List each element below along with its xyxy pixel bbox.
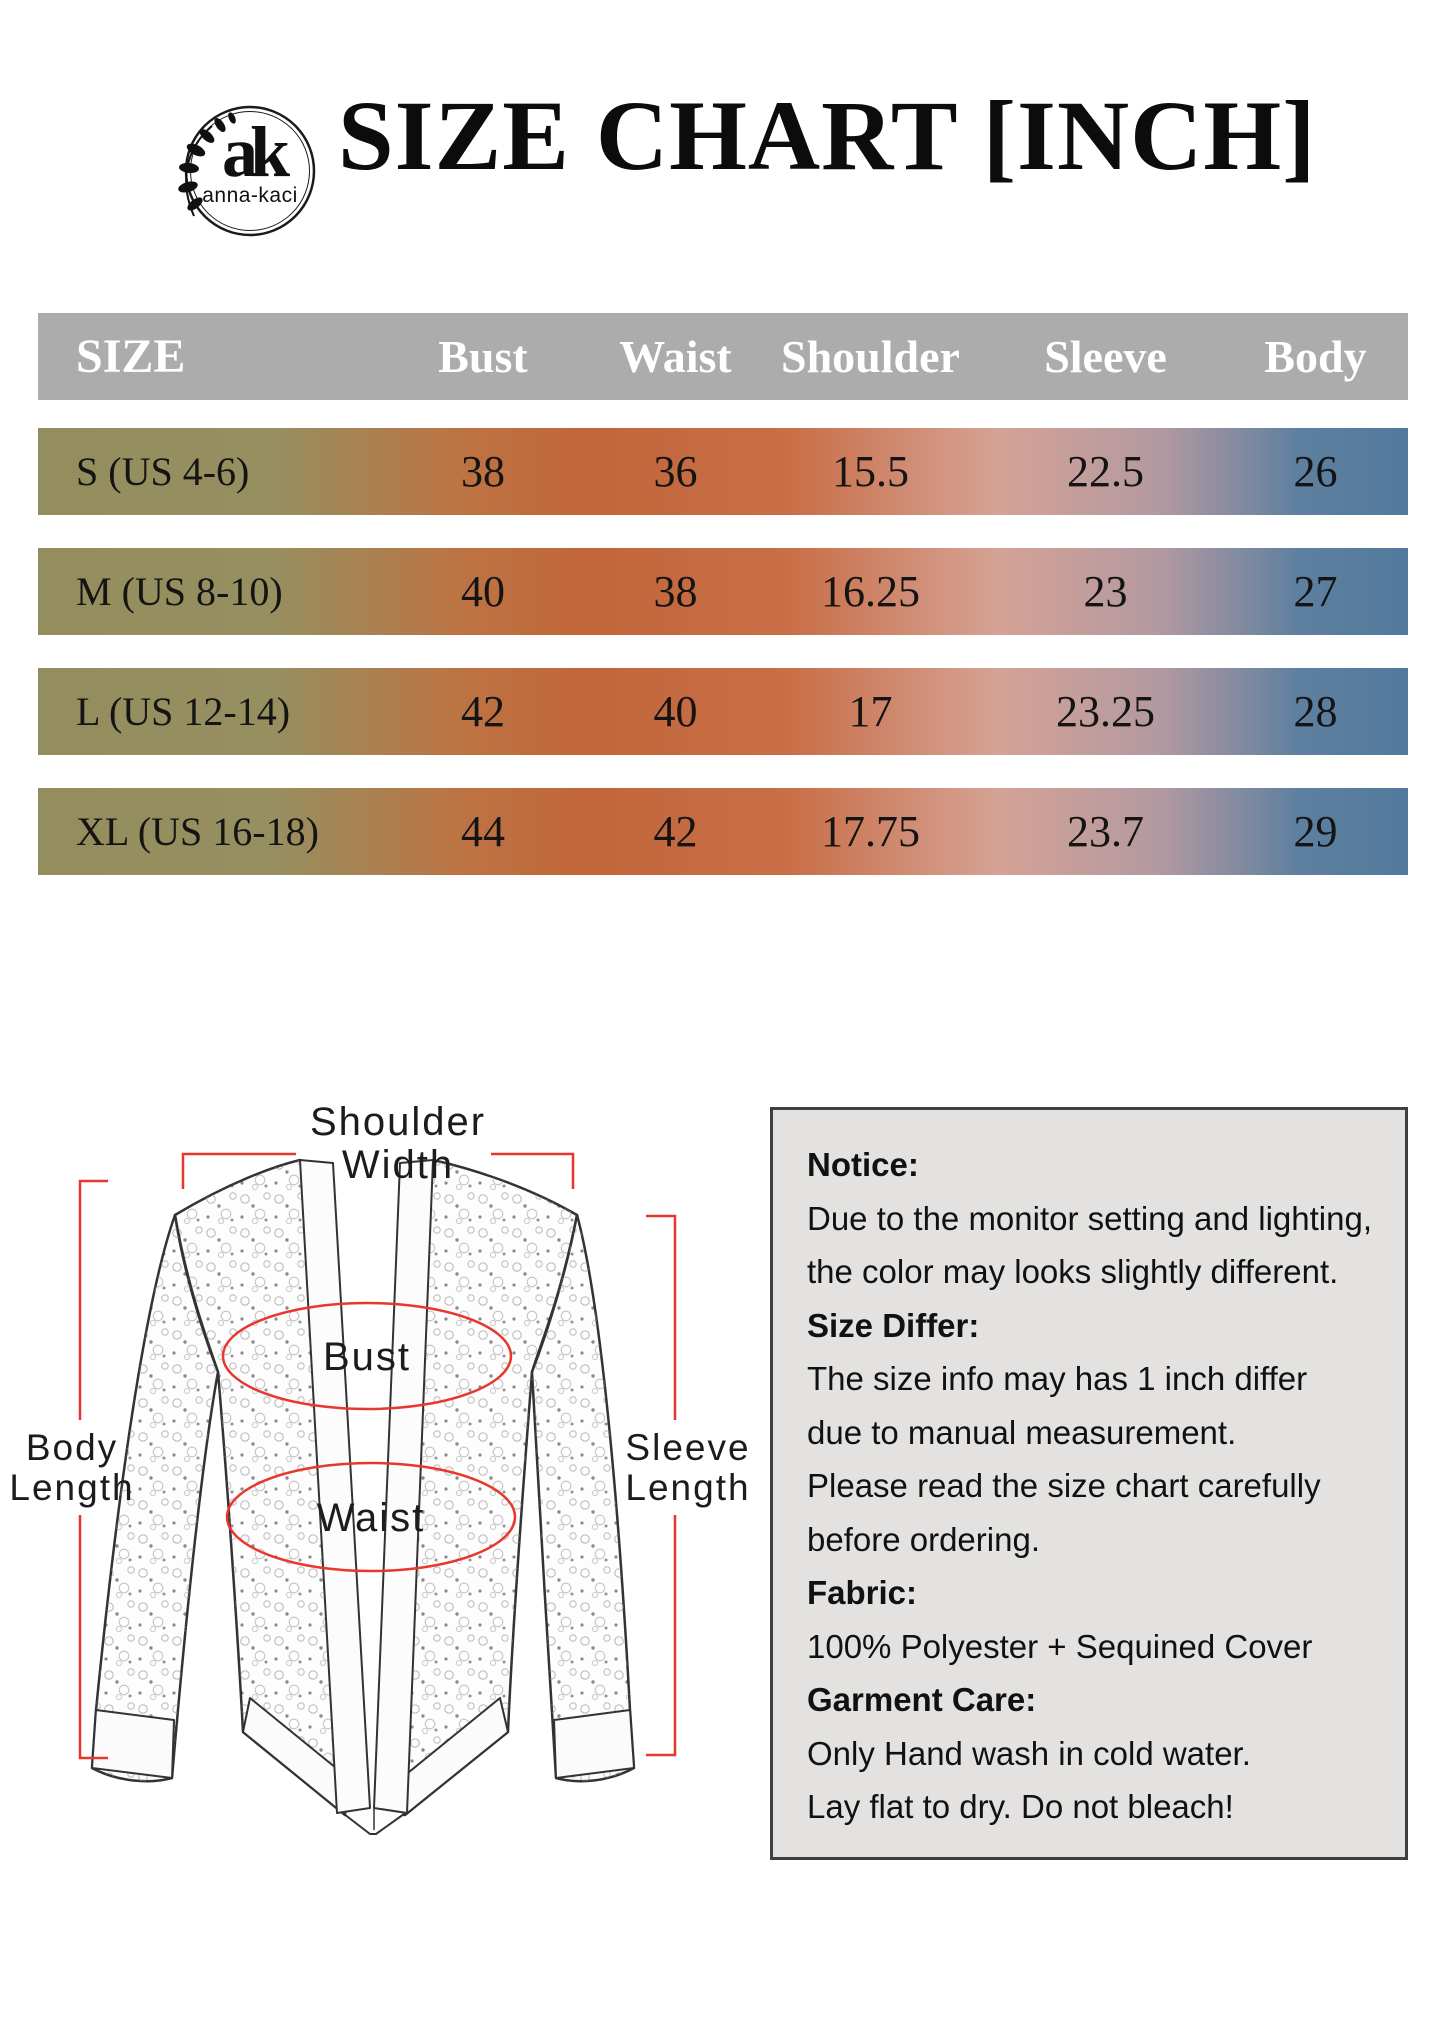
column-header-waist: Waist — [619, 331, 732, 382]
size-value-cell: 16.25 — [821, 567, 920, 616]
size-label: XL (US 16-18) — [76, 809, 319, 854]
size-table-row: M (US 8-10) 40 38 16.25 23 27 — [38, 548, 1408, 635]
body-length-line — [78, 1179, 108, 1760]
notice-text: The size info may has 1 inch differ — [807, 1360, 1308, 1397]
notice-text: 100% Polyester + Sequined Cover — [807, 1627, 1313, 1665]
size-value-cell: 15.5 — [832, 447, 909, 496]
size-value-cell: 28 — [1293, 687, 1338, 736]
size-value-cell: 17.75 — [821, 807, 920, 856]
laurel-leaf-icon — [178, 112, 236, 217]
shoulder-width-bracket — [181, 1152, 575, 1189]
notice-heading: Fabric: — [807, 1574, 918, 1611]
notice-box: Notice: Due to the monitor setting and li… — [770, 1107, 1408, 1860]
brand-name: anna-kaci — [202, 184, 298, 207]
column-header-bust: Bust — [438, 331, 528, 382]
shoulder-width-label-line2: Width — [342, 1143, 454, 1187]
shoulder-width-label-line1: Shoulder — [310, 1100, 486, 1144]
size-table-row: S (US 4-6) 38 36 15.5 22.5 26 — [38, 428, 1408, 515]
notice-text: due to manual measurement. — [807, 1413, 1237, 1451]
brand-logo: ak anna-kaci — [178, 98, 318, 244]
notice-heading: Garment Care: — [807, 1681, 1037, 1718]
size-label: S (US 4-6) — [76, 449, 250, 494]
size-value-cell: 42 — [653, 807, 698, 856]
column-header-body: Body — [1264, 331, 1367, 382]
notice-heading: Notice: — [807, 1146, 919, 1183]
notice-heading: Size Differ: — [807, 1306, 980, 1344]
size-label: M (US 8-10) — [76, 569, 283, 614]
notice-text: before ordering. — [807, 1520, 1040, 1558]
brand-logo-icon: ak anna-kaci — [178, 105, 316, 237]
size-value-cell: 36 — [653, 447, 698, 496]
size-value-cell: 17 — [848, 687, 893, 736]
size-value-cell: 40 — [461, 567, 505, 616]
column-header-sleeve: Sleeve — [1044, 331, 1167, 382]
size-value-cell: 29 — [1293, 807, 1338, 856]
cardigan-sketch — [90, 1158, 636, 1835]
size-value-cell: 38 — [653, 567, 698, 616]
size-value-cell: 23.7 — [1067, 807, 1144, 856]
sleeve-length-line — [646, 1214, 677, 1757]
size-value-cell: 26 — [1293, 447, 1338, 496]
size-table-row: XL (US 16-18) 44 42 17.75 23.7 29 — [38, 788, 1408, 875]
notice-text: Lay flat to dry. Do not bleach! — [807, 1788, 1234, 1825]
size-value-cell: 23 — [1083, 567, 1128, 616]
size-table-header: SIZE Bust Waist Shoulder Sleeve Body — [38, 313, 1408, 400]
size-label: L (US 12-14) — [76, 689, 291, 734]
body-length-label-line2: Length — [9, 1467, 134, 1508]
notice-text: Please read the size chart carefully — [807, 1467, 1321, 1504]
garment-measurement-diagram: Bust Waist Shoulder Width Body Length Sl… — [0, 1020, 780, 2024]
notice-text: the color may looks slightly different. — [807, 1253, 1339, 1290]
column-header-shoulder: Shoulder — [781, 331, 960, 382]
sleeve-length-label-line1: Sleeve — [625, 1427, 750, 1468]
size-table-body: S (US 4-6) 38 36 15.5 22.5 26 M (US 8-10) 40… — [38, 428, 1408, 875]
notice-text: Only Hand wash in cold water. — [807, 1734, 1251, 1772]
notice-text: Due to the monitor setting and lighting, — [807, 1199, 1373, 1237]
bust-label: Bust — [323, 1335, 411, 1379]
size-value-cell: 27 — [1293, 567, 1338, 616]
waist-measure-ellipse — [225, 1461, 517, 1573]
waist-label: Waist — [317, 1496, 426, 1540]
bust-measure-ellipse — [221, 1301, 513, 1411]
size-table-row: L (US 12-14) 42 40 17 23.25 28 — [38, 668, 1408, 755]
size-value-cell: 38 — [461, 447, 505, 496]
brand-monogram: ak — [222, 112, 290, 192]
size-value-cell: 42 — [461, 687, 505, 736]
size-value-cell: 23.25 — [1056, 687, 1155, 736]
body-length-label-line1: Body — [26, 1427, 118, 1468]
column-header-size: SIZE — [76, 330, 186, 383]
sleeve-length-label-line2: Length — [625, 1467, 750, 1508]
size-value-cell: 22.5 — [1067, 447, 1144, 496]
size-table: SIZE Bust Waist Shoulder Sleeve Body S (… — [38, 313, 1408, 908]
size-value-cell: 44 — [461, 807, 505, 856]
size-value-cell: 40 — [653, 687, 698, 736]
page-title: SIZE CHART [INCH] — [338, 80, 1317, 191]
